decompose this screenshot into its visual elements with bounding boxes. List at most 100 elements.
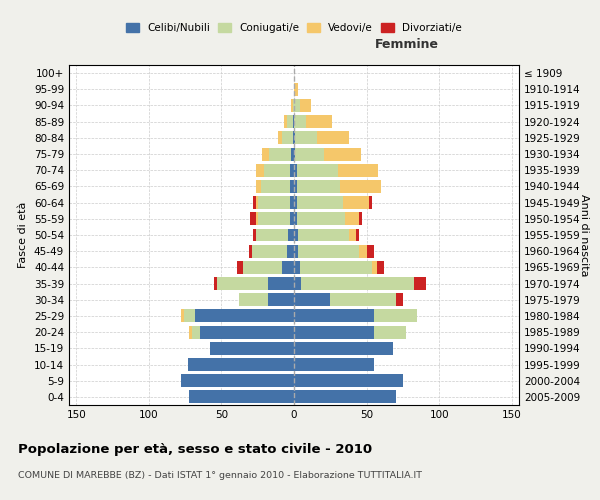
Bar bbox=[258, 212, 290, 226]
Text: Popolazione per età, sesso e stato civile - 2010: Popolazione per età, sesso e stato civil… bbox=[18, 442, 372, 456]
Bar bbox=[294, 294, 330, 306]
Bar bbox=[256, 164, 263, 176]
Bar bbox=[256, 212, 258, 226]
Bar bbox=[377, 261, 384, 274]
Bar bbox=[193, 326, 200, 338]
Bar bbox=[290, 164, 294, 176]
Bar bbox=[260, 180, 290, 193]
Bar bbox=[294, 164, 297, 176]
Bar bbox=[188, 358, 294, 371]
Y-axis label: Fasce di età: Fasce di età bbox=[19, 202, 28, 268]
Bar bbox=[214, 277, 217, 290]
Bar bbox=[293, 115, 294, 128]
Bar bbox=[294, 358, 374, 371]
Bar bbox=[395, 294, 403, 306]
Bar bbox=[181, 310, 184, 322]
Bar bbox=[291, 99, 293, 112]
Text: Femmine: Femmine bbox=[374, 38, 439, 52]
Bar bbox=[325, 148, 361, 160]
Bar bbox=[294, 148, 295, 160]
Bar bbox=[256, 228, 288, 241]
Bar bbox=[294, 326, 374, 338]
Legend: Celibi/Nubili, Coniugati/e, Vedovi/e, Divorziati/e: Celibi/Nubili, Coniugati/e, Vedovi/e, Di… bbox=[122, 19, 466, 38]
Bar bbox=[290, 180, 294, 193]
Text: COMUNE DI MAREBBE (BZ) - Dati ISTAT 1° gennaio 2010 - Elaborazione TUTTITALIA.IT: COMUNE DI MAREBBE (BZ) - Dati ISTAT 1° g… bbox=[18, 471, 422, 480]
Bar bbox=[268, 294, 294, 306]
Bar bbox=[294, 342, 393, 355]
Bar bbox=[252, 244, 287, 258]
Bar bbox=[359, 212, 362, 226]
Bar bbox=[374, 326, 406, 338]
Bar bbox=[287, 244, 294, 258]
Bar bbox=[262, 148, 269, 160]
Bar bbox=[250, 212, 256, 226]
Bar bbox=[283, 132, 293, 144]
Bar bbox=[367, 244, 374, 258]
Bar bbox=[295, 148, 325, 160]
Bar bbox=[359, 244, 367, 258]
Bar bbox=[294, 196, 297, 209]
Bar bbox=[283, 261, 294, 274]
Bar bbox=[184, 310, 195, 322]
Bar bbox=[294, 374, 403, 387]
Bar bbox=[294, 115, 305, 128]
Bar bbox=[349, 228, 356, 241]
Bar bbox=[263, 164, 290, 176]
Bar bbox=[294, 132, 295, 144]
Bar bbox=[190, 390, 294, 404]
Bar bbox=[293, 132, 294, 144]
Bar bbox=[195, 310, 294, 322]
Bar bbox=[253, 196, 256, 209]
Bar bbox=[298, 228, 349, 241]
Bar bbox=[200, 326, 294, 338]
Bar bbox=[290, 212, 294, 226]
Bar bbox=[297, 196, 343, 209]
Bar bbox=[269, 148, 291, 160]
Bar bbox=[295, 132, 317, 144]
Bar bbox=[278, 132, 283, 144]
Bar bbox=[294, 180, 297, 193]
Bar bbox=[239, 294, 268, 306]
Bar bbox=[294, 390, 395, 404]
Bar bbox=[374, 310, 418, 322]
Bar bbox=[249, 244, 252, 258]
Bar bbox=[190, 326, 193, 338]
Bar bbox=[340, 180, 381, 193]
Bar bbox=[343, 196, 370, 209]
Bar bbox=[256, 196, 258, 209]
Bar bbox=[238, 261, 243, 274]
Bar bbox=[268, 277, 294, 290]
Bar bbox=[370, 196, 373, 209]
Bar bbox=[301, 277, 415, 290]
Bar bbox=[297, 164, 338, 176]
Bar bbox=[294, 310, 374, 322]
Bar bbox=[291, 148, 294, 160]
Bar bbox=[294, 228, 298, 241]
Bar bbox=[356, 228, 359, 241]
Bar bbox=[297, 180, 340, 193]
Bar bbox=[300, 261, 373, 274]
Bar bbox=[415, 277, 426, 290]
Bar bbox=[305, 115, 332, 128]
Bar bbox=[330, 294, 395, 306]
Bar bbox=[317, 132, 349, 144]
Bar bbox=[284, 115, 287, 128]
Bar bbox=[345, 212, 359, 226]
Bar bbox=[253, 228, 256, 241]
Bar bbox=[373, 261, 377, 274]
Bar bbox=[210, 342, 294, 355]
Bar bbox=[298, 244, 359, 258]
Bar bbox=[288, 228, 294, 241]
Bar bbox=[294, 212, 297, 226]
Bar bbox=[243, 261, 283, 274]
Y-axis label: Anni di nascita: Anni di nascita bbox=[579, 194, 589, 276]
Bar bbox=[294, 277, 301, 290]
Bar bbox=[293, 99, 294, 112]
Bar bbox=[290, 196, 294, 209]
Bar bbox=[294, 83, 298, 96]
Bar bbox=[294, 99, 300, 112]
Bar bbox=[294, 261, 300, 274]
Bar bbox=[338, 164, 378, 176]
Bar bbox=[258, 196, 290, 209]
Bar bbox=[294, 244, 298, 258]
